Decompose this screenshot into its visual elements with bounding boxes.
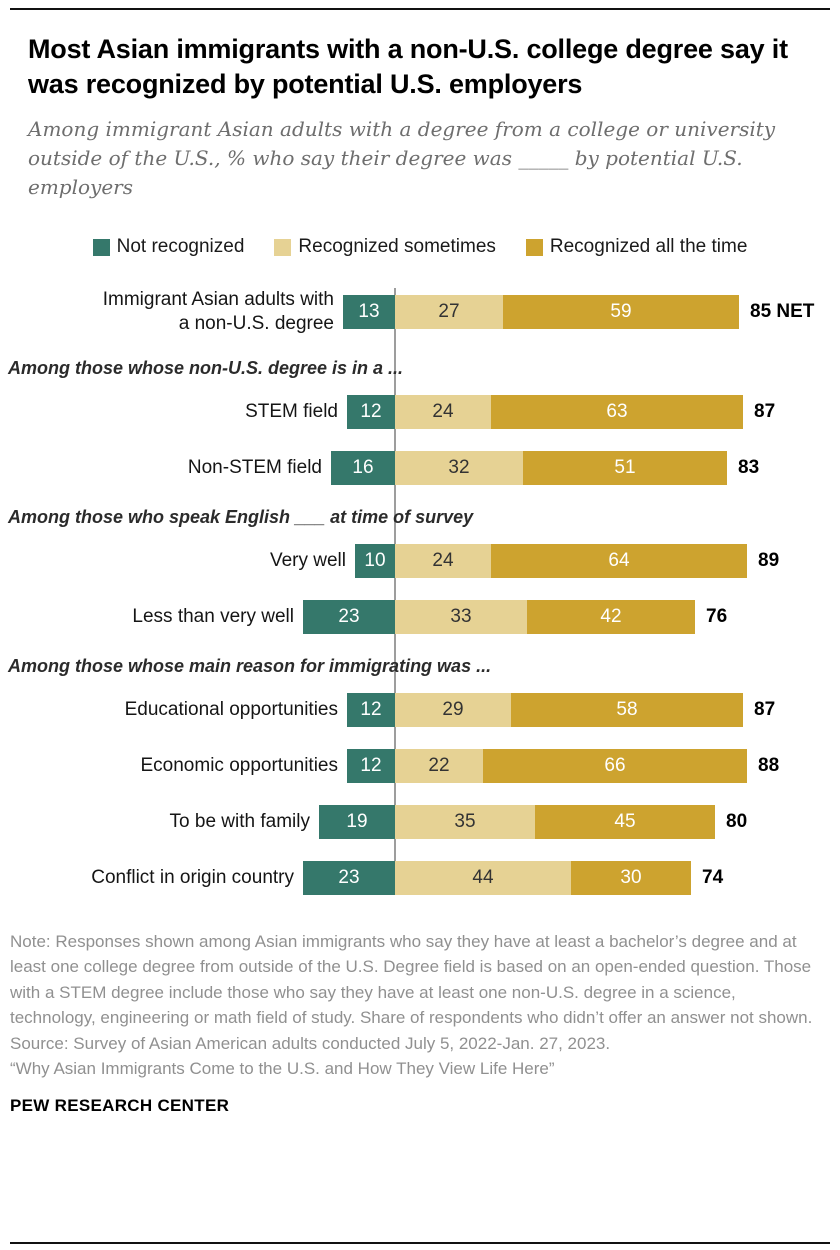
bar-total: 80 — [726, 810, 748, 832]
bar-right-zone: 27 59 85 NET — [395, 294, 840, 329]
bar-segment-recognized-sometimes: 32 — [395, 450, 523, 485]
bar-segment-recognized-all-the-time: 64 — [491, 543, 747, 578]
bar-row: To be with family 19 35 45 80 — [0, 804, 840, 839]
bar-segment-recognized-sometimes: 24 — [395, 394, 491, 429]
group-header: Among those whose main reason for immigr… — [8, 655, 492, 676]
bar-total: 89 — [758, 549, 780, 571]
bar-row-label: Less than very well — [132, 605, 294, 627]
bar-total: 74 — [702, 866, 724, 888]
bar-row: Conflict in origin country 23 44 30 74 — [0, 860, 840, 895]
bar-right-zone: 29 58 87 — [395, 692, 840, 727]
legend-label-recognized-all-the-time: Recognized all the time — [549, 236, 748, 258]
legend-item-recognized-all-the-time: Recognized all the time — [525, 236, 748, 258]
group-header: Among those whose non-U.S. degree is in … — [8, 357, 404, 378]
bar-row-label: Educational opportunities — [124, 698, 338, 720]
bar-left-zone: Immigrant Asian adults with a non-U.S. d… — [0, 288, 395, 336]
bottom-rule — [10, 1242, 830, 1244]
bar-row: STEM field 12 24 63 87 — [0, 394, 840, 429]
bar-segment-recognized-all-the-time: 59 — [503, 294, 739, 329]
bar-right-zone: 24 64 89 — [395, 543, 840, 578]
chart-subtitle: Among immigrant Asian adults with a degr… — [28, 117, 776, 200]
bar-row: Immigrant Asian adults with a non-U.S. d… — [0, 288, 840, 336]
bar-segment-not-recognized: 12 — [347, 748, 395, 783]
bar-row-label: Economic opportunities — [140, 754, 339, 776]
bar-segment-recognized-sometimes: 33 — [395, 599, 527, 634]
bar-total: 87 — [754, 400, 776, 422]
report-title-text: “Why Asian Immigrants Come to the U.S. a… — [10, 1059, 555, 1079]
bar-row-label: STEM field — [245, 400, 338, 422]
bar-left-zone: STEM field 12 — [0, 394, 395, 429]
legend-item-not-recognized: Not recognized — [92, 236, 245, 258]
bar-segment-recognized-all-the-time: 66 — [483, 748, 747, 783]
bar-segment-recognized-all-the-time: 45 — [535, 804, 715, 839]
note-text: Note: Responses shown among Asian immigr… — [10, 931, 813, 1028]
source-text: Source: Survey of Asian American adults … — [10, 1033, 611, 1053]
bar-segment-recognized-all-the-time: 42 — [527, 599, 695, 634]
bar-segment-not-recognized: 19 — [319, 804, 395, 839]
bar-total: 87 — [754, 698, 776, 720]
bar-left-zone: Economic opportunities 12 — [0, 748, 395, 783]
bar-left-zone: Non-STEM field 16 — [0, 450, 395, 485]
bar-left-zone: Conflict in origin country 23 — [0, 860, 395, 895]
bar-total: 83 — [738, 456, 760, 478]
bar-right-zone: 33 42 76 — [395, 599, 840, 634]
bar-segment-not-recognized: 12 — [347, 692, 395, 727]
bar-total: 76 — [706, 605, 728, 627]
legend-item-recognized-sometimes: Recognized sometimes — [274, 236, 496, 258]
bar-segment-recognized-all-the-time: 30 — [571, 860, 691, 895]
bar-segment-recognized-sometimes: 22 — [395, 748, 483, 783]
legend-swatch-recognized-sometimes — [274, 238, 292, 256]
legend-label-not-recognized: Not recognized — [116, 236, 245, 258]
bar-row-label: Immigrant Asian adults with a non-U.S. d… — [102, 289, 334, 334]
divider-line — [394, 288, 396, 895]
bar-row: Economic opportunities 12 22 66 88 — [0, 748, 840, 783]
chart-title: Most Asian immigrants with a non-U.S. co… — [28, 34, 788, 99]
bar-segment-recognized-sometimes: 24 — [395, 543, 491, 578]
bar-segment-recognized-all-the-time: 51 — [523, 450, 727, 485]
bar-segment-recognized-sometimes: 35 — [395, 804, 535, 839]
bar-row: Educational opportunities 12 29 58 87 — [0, 692, 840, 727]
header: Most Asian immigrants with a non-U.S. co… — [0, 32, 840, 202]
bar-segment-recognized-all-the-time: 58 — [511, 692, 743, 727]
bar-row-label: To be with family — [169, 810, 310, 832]
bar-segment-not-recognized: 12 — [347, 394, 395, 429]
bar-segment-recognized-sometimes: 44 — [395, 860, 571, 895]
bar-row-label: Non-STEM field — [187, 456, 322, 478]
bar-total: 88 — [758, 754, 780, 776]
group-header: Among those who speak English ___ at tim… — [8, 506, 474, 527]
bar-right-zone: 32 51 83 — [395, 450, 840, 485]
bar-left-zone: Less than very well 23 — [0, 599, 395, 634]
bar-row: Non-STEM field 16 32 51 83 — [0, 450, 840, 485]
bar-right-zone: 24 63 87 — [395, 394, 840, 429]
bar-total: 85 NET — [750, 300, 815, 322]
bar-left-zone: To be with family 19 — [0, 804, 395, 839]
chart: Immigrant Asian adults with a non-U.S. d… — [0, 288, 840, 895]
bar-segment-recognized-sometimes: 29 — [395, 692, 511, 727]
bar-segment-not-recognized: 16 — [331, 450, 395, 485]
bar-right-zone: 22 66 88 — [395, 748, 840, 783]
notes: Note: Responses shown among Asian immigr… — [0, 929, 840, 1082]
bar-segment-recognized-sometimes: 27 — [395, 294, 503, 329]
bar-row-label: Very well — [269, 549, 346, 571]
bar-segment-not-recognized: 10 — [355, 543, 395, 578]
bar-right-zone: 44 30 74 — [395, 860, 840, 895]
bar-row-label: Conflict in origin country — [91, 866, 294, 888]
brand: PEW RESEARCH CENTER — [10, 1095, 230, 1115]
bar-segment-not-recognized: 13 — [343, 294, 395, 329]
bar-right-zone: 35 45 80 — [395, 804, 840, 839]
bar-segment-not-recognized: 23 — [303, 860, 395, 895]
bar-segment-recognized-all-the-time: 63 — [491, 394, 743, 429]
bar-segment-not-recognized: 23 — [303, 599, 395, 634]
legend: Not recognized Recognized sometimes Reco… — [0, 236, 840, 258]
legend-label-recognized-sometimes: Recognized sometimes — [298, 236, 496, 258]
legend-swatch-not-recognized — [92, 238, 110, 256]
bar-row: Very well 10 24 64 89 — [0, 543, 840, 578]
legend-swatch-recognized-all-the-time — [525, 238, 543, 256]
top-rule — [10, 8, 830, 10]
bar-left-zone: Very well 10 — [0, 543, 395, 578]
bar-row: Less than very well 23 33 42 76 — [0, 599, 840, 634]
bar-left-zone: Educational opportunities 12 — [0, 692, 395, 727]
